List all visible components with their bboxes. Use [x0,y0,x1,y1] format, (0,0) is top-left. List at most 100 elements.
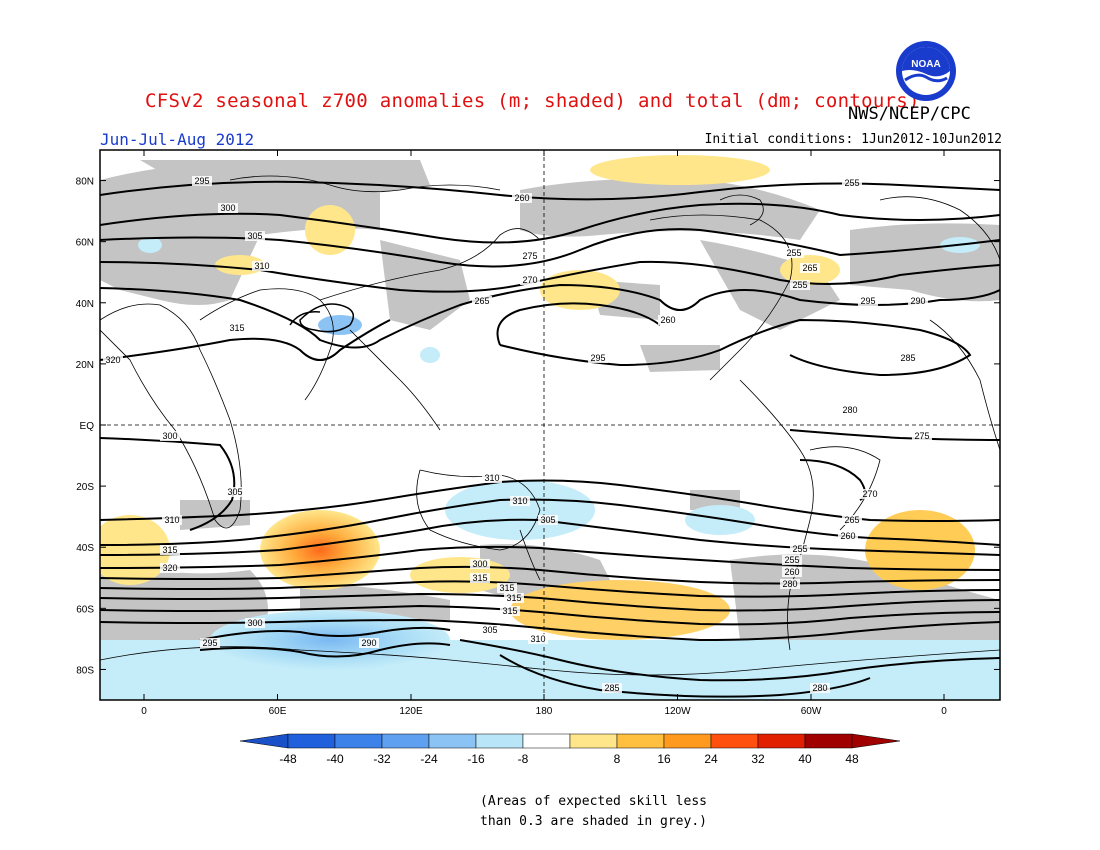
contour-label-bg [588,353,608,363]
contour-label-bg [898,353,918,363]
contour-label-bg [538,515,558,525]
contour-label: 305 [482,625,497,635]
map-plot-area: 295 300 305 310 315 320 295 300 305 310 315 320 310 3… [100,150,1000,700]
contour-label-bg [359,638,379,648]
contour-label-bg [838,531,858,541]
lon-label: 0 [941,706,947,717]
contour-label-bg [470,559,490,569]
contour-labels: 295 300 305 310 315 320 295 300 305 310 315 320 310 3… [103,176,932,693]
contour-label-bg [227,323,247,333]
contour-label-bg [160,431,180,441]
contour-label: 315 [472,573,487,583]
contour-label: 280 [842,405,857,415]
contour-label-bg [504,593,524,603]
contour-label-bg [780,579,800,589]
contour-label: 295 [194,176,209,186]
contour-label: 260 [514,193,529,203]
colorbar-tick-label: -24 [420,752,438,766]
contour-label: 310 [512,496,527,506]
longitude-labels: 0 60E 120E 180 120W 60W 0 [141,706,947,717]
lat-label: 60N [76,238,94,249]
colorbar-box [710,733,759,749]
contour-label: 300 [247,618,262,628]
contour-label: 255 [786,248,801,258]
colorbar-box [475,733,524,749]
contour-label-bg [160,563,180,573]
lon-label: 0 [141,706,147,717]
colorbar-right-arrow [851,733,901,749]
contour-label-bg [842,515,862,525]
contour-label: 305 [227,487,242,497]
colorbar-tick-label: -40 [326,752,344,766]
lon-label: 60W [801,706,822,717]
height-contours [100,180,1000,698]
skill-footnote: (Areas of expected skill less than 0.3 a… [480,792,707,832]
contour-label: 300 [220,203,235,213]
contour-label-bg [782,555,802,565]
colorbar-left-arrow [239,733,289,749]
contour-label: 290 [910,296,925,306]
lat-label: 40N [76,299,94,310]
contour-label: 315 [502,606,517,616]
contour-label-bg [510,496,530,506]
contour-label-bg [790,544,810,554]
colorbar-labels: -48 -40 -32 -24 -16 -8 8 16 24 32 40 48 [279,752,859,766]
axis-ticks [100,150,1000,700]
contour-label: 300 [472,559,487,569]
contour-label-bg [810,683,830,693]
agency-label: NWS/NCEP/CPC [848,104,971,124]
contour-label: 275 [914,431,929,441]
contour-label-bg [482,473,502,483]
colorbar-tick-label: -16 [467,752,485,766]
lat-label: 20N [76,360,94,371]
contour-label-bg [602,683,622,693]
contour-label-bg [784,248,804,258]
colorbar-tick-label: 40 [798,752,812,766]
contour-label-bg [512,193,532,203]
colorbar-tick-label: -48 [279,752,297,766]
contour-label: 270 [862,489,877,499]
contour-label: 280 [812,683,827,693]
footnote-line-2: than 0.3 are shaded in grey.) [480,814,707,829]
contour-label-bg [912,431,932,441]
lon-label: 60E [269,706,287,717]
contour-label: 260 [784,567,799,577]
contour-label-bg [245,618,265,628]
colorbar-box [616,733,665,749]
contour-label-bg [520,275,540,285]
contour-label-bg [160,545,180,555]
contour-label-bg [103,355,123,365]
period-label: Jun-Jul-Aug 2012 [100,130,255,149]
contour-label-bg [162,515,182,525]
colorbar-tick-label: -8 [518,752,529,766]
contour-label: 260 [660,315,675,325]
contour-label-bg [192,176,212,186]
contour-label-bg [782,567,802,577]
chart-title: CFSv2 seasonal z700 anomalies (m; shaded… [145,90,920,112]
colorbar-tick-label: 32 [751,752,765,766]
lon-label: 180 [536,706,553,717]
contour-label: 310 [484,473,499,483]
contour-label: 265 [474,296,489,306]
lat-label: 20S [76,482,94,493]
noaa-logo-icon: NOAA [896,41,956,101]
colorbar-boxes [239,733,901,749]
contour-label: 315 [499,583,514,593]
contour-label-bg [520,251,540,261]
contour-label-bg [790,280,810,290]
noaa-logo-text: NOAA [911,59,940,70]
lat-label: 80S [76,665,94,676]
contour-label-bg [500,606,520,616]
contour-label-bg [200,638,220,648]
contour-label: 320 [162,563,177,573]
lon-label: 120E [399,706,423,717]
contour-label: 315 [162,545,177,555]
contour-label: 310 [164,515,179,525]
contour-label-bg [658,315,678,325]
reference-lines [100,150,1000,700]
contour-label: 305 [540,515,555,525]
contour-label-bg [908,296,928,306]
contour-label-bg [470,573,490,583]
